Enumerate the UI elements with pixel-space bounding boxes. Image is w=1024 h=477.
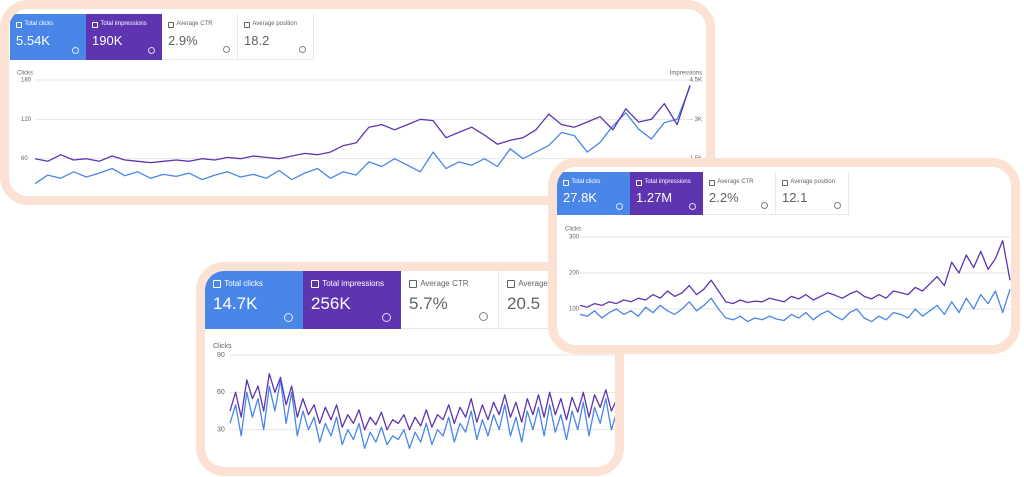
metric-value: 2.2% — [709, 190, 739, 206]
data-line — [579, 289, 1011, 323]
y-tick-label: 100 — [569, 307, 580, 313]
y-tick-label: 180 — [21, 78, 32, 84]
metric-value: 12.1 — [782, 190, 808, 206]
metric-value: 20.5 — [507, 294, 541, 314]
screenshot-card: Clicks 100 200 300 Total clicks 27.8K Total im… — [548, 158, 1020, 354]
metric-value: 2.9% — [168, 33, 198, 49]
metric-label: Average CTR — [717, 178, 754, 185]
metric-tile[interactable]: Total clicks 14.7K — [205, 271, 303, 329]
y-tick-label: 60 — [217, 389, 225, 396]
metric-label: Total impressions — [322, 278, 384, 288]
y-axis-label: Clicks — [565, 227, 581, 233]
data-line — [34, 86, 691, 185]
metric-value: 5.7% — [409, 294, 448, 314]
metric-label: Total clicks — [24, 21, 54, 28]
metric-value: 5.54K — [16, 33, 50, 49]
screenshot-card: Clicks60120180Impressions1.5K3K4.5KTotal… — [0, 0, 715, 205]
metric-tile[interactable]: Average position 12.1 — [776, 172, 849, 215]
data-line — [229, 379, 615, 449]
metric-tile[interactable]: Total impressions 190K — [86, 14, 162, 60]
checkbox — [311, 279, 319, 288]
y2-tick-label: 3K — [695, 117, 702, 123]
help-icon — [298, 46, 306, 54]
metric-tile[interactable]: Total clicks 27.8K — [557, 172, 630, 215]
checkbox — [409, 279, 417, 288]
data-line — [34, 84, 691, 164]
metric-tile[interactable]: Total impressions 256K — [303, 271, 401, 329]
checkbox — [507, 279, 515, 288]
metric-label: Total impressions — [100, 21, 147, 28]
y-axis-label: Clicks — [213, 343, 232, 350]
card-content: Clicks 30 60 90 Total clicks 14.7K Total impre… — [205, 271, 615, 467]
help-icon — [688, 202, 696, 210]
card-content: Clicks 100 200 300 Total clicks 27.8K Total im… — [557, 167, 1011, 345]
metric-label: Average position — [252, 21, 297, 28]
metric-tile[interactable]: Total impressions 1.27M — [630, 172, 703, 215]
help-icon — [833, 201, 841, 209]
help-icon — [71, 47, 79, 55]
checkbox — [213, 279, 221, 288]
metric-label: Average CTR — [420, 278, 469, 288]
checkbox — [92, 22, 98, 29]
help-icon — [222, 46, 230, 54]
help-icon — [147, 47, 155, 55]
checkbox — [168, 22, 174, 29]
metric-tile[interactable]: Average CTR 2.9% — [162, 14, 238, 60]
checkbox — [709, 179, 715, 186]
y-tick-label: 200 — [569, 271, 580, 277]
metric-label: Average position — [790, 178, 835, 185]
metric-label: Total clicks — [224, 278, 263, 288]
y2-axis-label: Impressions — [670, 71, 702, 77]
data-line — [579, 239, 1011, 308]
metric-value: 256K — [311, 294, 351, 314]
metric-label: Total impressions — [644, 178, 691, 185]
metric-label: Average CTR — [176, 21, 213, 28]
metric-tile[interactable]: Average position 18.2 — [238, 14, 314, 60]
metric-value: 1.27M — [636, 190, 673, 206]
metric-value: 190K — [92, 33, 123, 49]
card-content: Clicks60120180Impressions1.5K3K4.5KTotal… — [9, 9, 706, 196]
y2-tick-label: 4.5K — [690, 78, 702, 84]
help-icon — [479, 311, 489, 321]
checkbox — [636, 179, 642, 186]
line-chart: Clicks 100 200 300 — [565, 227, 1011, 323]
y-tick-label: 60 — [21, 156, 28, 162]
metric-value: 14.7K — [213, 294, 258, 314]
metric-value: 27.8K — [563, 190, 597, 206]
y-tick-label: 90 — [217, 352, 225, 359]
y-tick-label: 120 — [21, 117, 32, 123]
checkbox — [782, 179, 788, 186]
metric-tile[interactable]: Total clicks 5.54K — [10, 14, 86, 60]
checkbox — [244, 22, 250, 29]
help-icon — [284, 312, 294, 322]
y-tick-label: 30 — [217, 427, 225, 434]
checkbox — [16, 22, 22, 29]
y-tick-label: 300 — [569, 235, 580, 241]
metric-label: Average position — [518, 278, 577, 288]
checkbox — [563, 179, 569, 186]
help-icon — [615, 202, 623, 210]
y-axis-label: Clicks — [17, 71, 33, 77]
line-chart: Clicks 30 60 90 — [213, 343, 615, 449]
help-icon — [382, 312, 392, 322]
metric-tile[interactable]: Average CTR 5.7% — [401, 271, 499, 329]
metric-label: Total clicks — [571, 178, 601, 185]
data-line — [229, 373, 615, 431]
help-icon — [760, 201, 768, 209]
metric-tile[interactable]: Average CTR 2.2% — [703, 172, 776, 215]
metric-value: 18.2 — [244, 33, 270, 49]
